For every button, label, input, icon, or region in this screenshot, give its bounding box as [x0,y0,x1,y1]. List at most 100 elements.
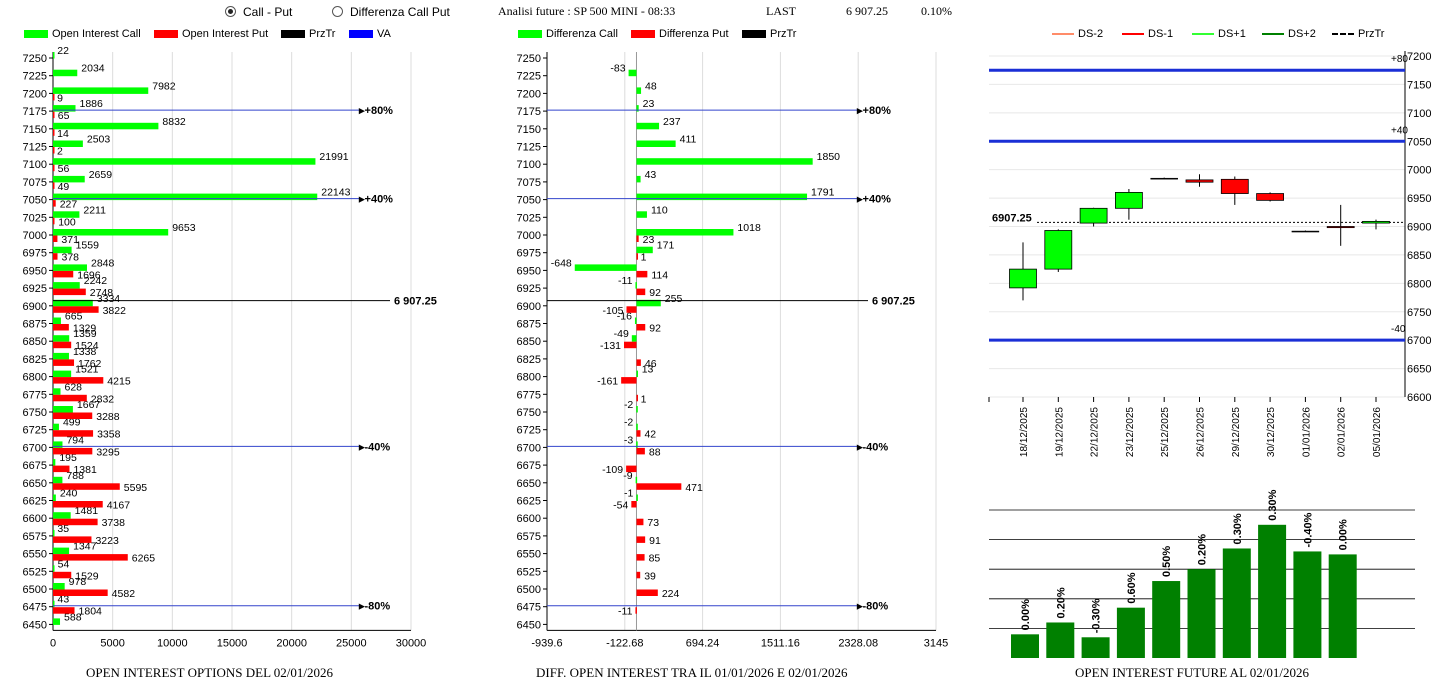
footer-oi-options: OPEN INTEREST OPTIONS DEL 02/01/2026 [86,665,333,680]
data-label: 1329 [73,323,97,335]
y-tick-label: 6850 [517,336,541,348]
y-tick-label: 7100 [517,159,541,171]
legend-item-prztr: PrzTr [281,28,335,40]
last-price-label: 6 907.25 [872,296,915,308]
bar-call [53,299,93,307]
data-label: 6265 [132,553,156,565]
data-label: 73 [647,517,659,529]
data-label: 978 [69,576,87,588]
bar-put [636,554,645,561]
bar-call [53,600,55,608]
bar-call [53,441,63,448]
data-label: 3295 [96,446,120,458]
legend-swatch [349,30,373,39]
y-tick-label: 7100 [23,159,47,171]
candle-down [1185,179,1214,183]
data-label: 3358 [97,429,121,441]
data-label: 195 [59,452,77,464]
x-tick-label: 02/01/2026 [1337,407,1348,457]
y-tick-label: 6950 [1407,193,1431,205]
bar-put [636,253,638,260]
data-label: 22 [57,45,69,57]
y-tick-label: 6750 [23,407,47,419]
data-label: 92 [649,287,661,299]
bar-call [53,423,59,431]
data-label: 2848 [91,257,115,269]
va-label: +40 [1391,125,1408,136]
data-label: 1 [641,393,647,405]
bar-put [621,377,637,384]
bar-put [53,501,103,508]
range-label: ▸+40% [358,194,393,206]
bar-call [53,282,80,289]
data-label: 471 [685,482,703,494]
legend-label: Open Interest Put [182,28,269,40]
bar-put [636,571,641,579]
x-tick-label: 25/12/2025 [1160,407,1171,457]
bar-put [53,253,58,260]
page-title: Analisi future : SP 500 MINI - 08:33 [498,4,676,18]
data-label: 1529 [75,570,99,582]
data-label: 3822 [103,305,127,317]
data-label: 91 [649,535,661,547]
legend-swatch [631,30,655,39]
data-label: 43 [58,594,70,606]
y-tick-label: 6725 [23,425,47,437]
bar-call [634,317,637,324]
data-label: 1696 [77,269,101,281]
data-label: 628 [64,381,82,393]
y-tick-label: 6700 [517,442,541,454]
y-tick-label: 6500 [517,584,541,596]
bar-put [53,607,75,614]
data-label: 1850 [817,151,841,163]
legend-label: Differenza Put [659,28,729,40]
data-label: 35 [57,523,69,535]
bar-put [636,589,658,596]
future-bar [1328,554,1357,658]
y-tick-label: 6850 [1407,250,1431,262]
legend-swatch [1192,33,1214,36]
y-tick-label: 7050 [1407,136,1431,148]
bar-put [53,483,120,490]
legend-item-va: VA [349,28,391,40]
legend-swatch [154,30,178,39]
bar-put [53,394,87,402]
bar-put [53,288,86,296]
candle-down [1220,178,1249,194]
x-tick-label: 01/01/2026 [1301,407,1312,457]
bar-call [53,352,69,360]
candle-down [1256,193,1285,201]
x-tick-label: 18/12/2025 [1019,407,1030,457]
legend-swatch [1332,33,1354,36]
legend-label: PrzTr [309,28,336,40]
y-tick-label: 6750 [517,407,541,419]
bar-call [636,140,676,147]
radio-diff[interactable] [332,6,343,17]
data-label: 255 [665,293,683,305]
bar-put [53,589,108,596]
bar-put [53,270,74,278]
y-tick-label: 7050 [517,195,541,207]
y-tick-label: 6650 [517,478,541,490]
data-label: 4167 [107,500,131,512]
x-tick-label: 3145 [924,637,948,649]
y-tick-label: 6875 [23,319,47,331]
chart-future-candles: 6600 6650 6700 6750 6800 6850 6900 6950 7000 7050… [988,51,1431,457]
data-label: 1791 [811,187,835,199]
data-label: -9 [623,470,632,482]
bar-put [53,147,55,154]
legend-label: PrzTr [1358,28,1385,40]
x-tick-label: 19/12/2025 [1054,407,1065,457]
candle-up [1079,207,1108,224]
y-tick-label: 7075 [23,177,47,189]
legend-label: DS-2 [1078,28,1104,40]
bar-call [53,52,55,59]
bar-put [636,430,641,437]
y-tick-label: 7200 [23,88,47,100]
radio-call-put[interactable] [225,6,236,17]
future-bar-label: 0.60% [1126,572,1138,603]
legend-item-prztr: PrzTr [1332,28,1384,40]
y-tick-label: 7175 [517,106,541,118]
data-label: 240 [60,488,78,500]
y-tick-label: 6675 [23,460,47,472]
